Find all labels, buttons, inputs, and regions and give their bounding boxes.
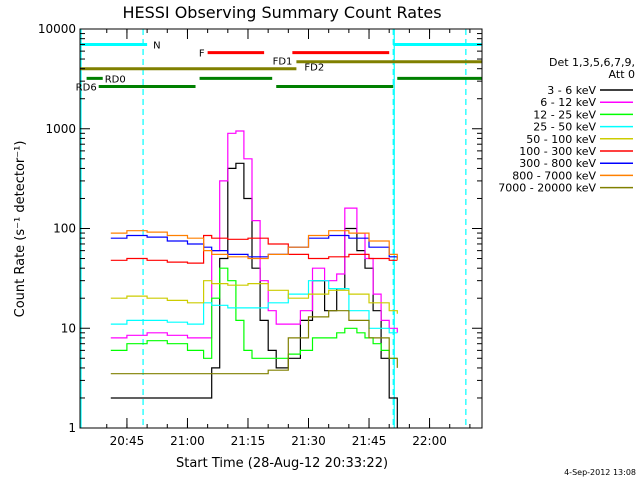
legend-title-line-2: Att 0 <box>609 68 635 81</box>
legend-label-6: 300 - 800 keV <box>519 157 596 170</box>
x-tick-label-4: 21:45 <box>352 434 387 448</box>
x-tick-label-2: 21:15 <box>231 434 266 448</box>
vertical-markers <box>80 29 467 428</box>
x-tick-label-5: 22:00 <box>412 434 447 448</box>
flag-label-FD1: FD1 <box>273 57 293 68</box>
series-line-5 <box>110 234 398 264</box>
legend-label-0: 3 - 6 keV <box>547 84 596 97</box>
x-axis-ticks: 20:45 21:00 21:15 21:30 21:45 22:00 <box>106 29 471 448</box>
y-tick-label-4: 10000 <box>38 22 76 36</box>
legend-label-3: 25 - 50 keV <box>533 121 596 134</box>
series-line-4 <box>110 280 398 314</box>
series-line-0 <box>110 162 398 428</box>
legend-label-7: 800 - 7000 keV <box>512 169 596 182</box>
flag-label-FD2: FD2 <box>304 63 324 74</box>
flag-label-RD6: RD6 <box>76 83 97 94</box>
legend-label-1: 6 - 12 keV <box>540 96 596 109</box>
chart-title: HESSI Observing Summary Count Rates <box>122 3 441 22</box>
flag-bars: N F FD1 FD2 RD0 RD6 <box>76 40 482 94</box>
series-lines <box>110 130 398 428</box>
flag-label-F: F <box>199 49 205 60</box>
series-line-8 <box>110 310 398 375</box>
legend-label-8: 7000 - 20000 keV <box>498 182 596 195</box>
date-annotation: 4-Sep-2012 13:08 <box>564 468 636 477</box>
y-tick-label-0: 1 <box>68 421 76 435</box>
y-tick-label-3: 1000 <box>45 122 76 136</box>
y-axis-ticks: 1 10 100 1000 10000 <box>38 22 482 435</box>
series-line-7 <box>110 230 398 261</box>
flag-label-N: N <box>153 40 160 51</box>
x-tick-label-3: 21:30 <box>291 434 326 448</box>
x-axis-label: Start Time (28-Aug-12 20:33:22) <box>176 456 388 471</box>
legend-label-4: 50 - 100 keV <box>526 133 596 146</box>
legend-title-line-1: Det 1,3,5,6,7,9, <box>549 56 635 69</box>
series-line-1 <box>110 130 398 339</box>
y-tick-label-2: 100 <box>53 222 76 236</box>
series-line-6 <box>110 234 398 259</box>
y-tick-label-1: 10 <box>61 321 76 335</box>
legend-label-5: 100 - 300 keV <box>519 145 596 158</box>
series-line-2 <box>110 267 398 359</box>
y-axis-label: Count Rate (s⁻¹ detector⁻¹) <box>13 141 28 318</box>
legend-label-2: 12 - 25 keV <box>533 108 596 121</box>
series-line-3 <box>110 280 398 334</box>
x-tick-label-1: 21:00 <box>170 434 205 448</box>
flag-label-RD0: RD0 <box>105 74 126 85</box>
x-tick-label-0: 20:45 <box>110 434 145 448</box>
